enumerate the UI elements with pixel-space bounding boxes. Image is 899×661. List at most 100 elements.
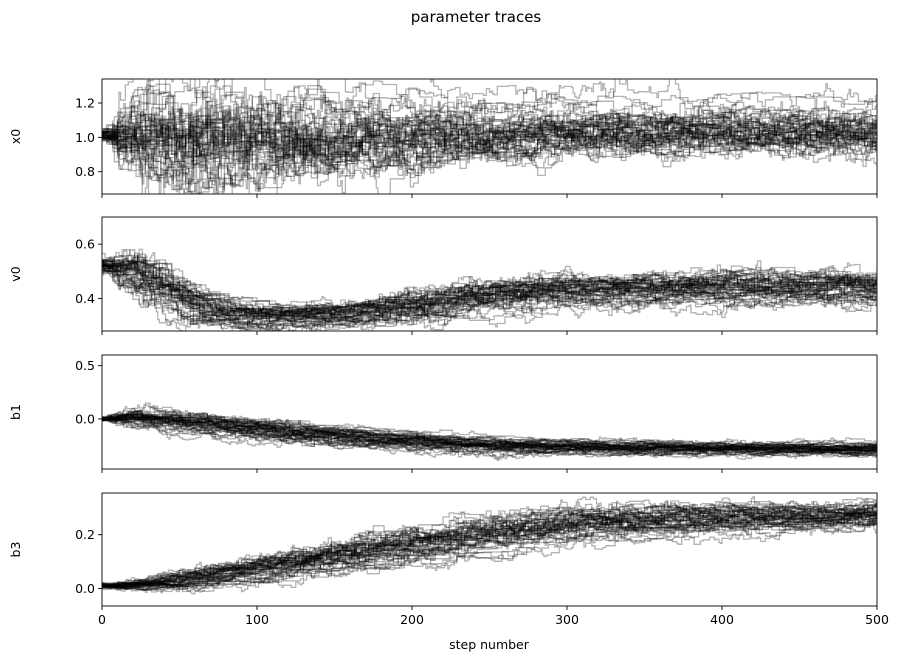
trace-line	[102, 125, 877, 194]
trace-line	[102, 260, 877, 331]
trace-line	[102, 264, 877, 316]
trace-line	[102, 268, 877, 323]
trace-line	[102, 252, 877, 317]
axes-frame	[101, 78, 878, 195]
trace-line	[102, 131, 877, 194]
trace-line	[102, 256, 877, 316]
trace-line	[102, 79, 877, 146]
trace-line	[102, 521, 877, 592]
trace-line	[102, 404, 877, 452]
trace-line	[102, 414, 877, 454]
trace-line	[102, 413, 877, 455]
trace-line	[102, 418, 877, 454]
trace-line	[102, 416, 877, 452]
trace-line	[102, 416, 877, 450]
trace-line	[102, 260, 877, 329]
panels-group: 0.8 1.0 1.2 x0 0.4 0.6 v0 0.0 0.5 b1 0.0 0.2 0 100 200…	[8, 78, 889, 627]
trace-line	[102, 263, 877, 331]
trace-line	[102, 413, 877, 457]
trace-line	[102, 264, 877, 321]
figure-title: parameter traces	[411, 8, 542, 26]
trace-line	[102, 512, 877, 592]
trace-line	[102, 412, 877, 452]
trace-line	[102, 417, 877, 455]
y-tick-label: 0.2	[75, 527, 95, 542]
trace-line	[102, 518, 877, 595]
trace-line	[102, 260, 877, 316]
trace-line	[102, 121, 877, 179]
panel-b1: 0.0 0.5 b1	[8, 354, 878, 473]
trace-line	[102, 416, 877, 457]
trace-line	[102, 511, 877, 588]
trace-line	[102, 509, 877, 589]
trace-line	[102, 417, 877, 462]
trace-line	[102, 94, 877, 158]
trace-line	[102, 508, 877, 587]
trace-line	[102, 407, 877, 448]
panel-v0: 0.4 0.6 v0	[8, 216, 878, 335]
trace-line	[102, 418, 877, 457]
trace-line	[102, 415, 877, 455]
trace-line	[102, 93, 877, 151]
trace-line	[102, 412, 877, 450]
trace-line	[102, 108, 877, 173]
trace-line	[102, 79, 877, 137]
trace-line	[102, 419, 877, 461]
panel-x0: 0.8 1.0 1.2 x0	[8, 78, 878, 198]
trace-line	[102, 515, 877, 590]
trace-line	[102, 267, 877, 326]
traces-b1	[102, 402, 877, 462]
trace-line	[102, 501, 877, 589]
trace-line	[102, 261, 877, 321]
trace-line	[102, 413, 877, 450]
trace-line	[102, 507, 877, 589]
trace-line	[102, 417, 877, 460]
trace-line	[102, 87, 877, 143]
trace-line	[102, 514, 877, 588]
trace-line	[102, 266, 877, 330]
trace-line	[102, 499, 877, 588]
x-tick-label: 300	[555, 612, 579, 627]
trace-line	[102, 258, 877, 322]
trace-line	[102, 129, 877, 194]
y-axis-label-v0: v0	[8, 266, 23, 281]
trace-line	[102, 410, 877, 450]
trace-line	[102, 97, 877, 163]
trace-line	[102, 520, 877, 593]
trace-line	[102, 118, 877, 170]
trace-line	[102, 109, 877, 178]
trace-line	[102, 414, 877, 454]
trace-line	[102, 413, 877, 453]
trace-line	[102, 511, 877, 591]
x-tick-label: 200	[400, 612, 424, 627]
trace-line	[102, 417, 877, 458]
trace-line	[102, 501, 877, 590]
axes-frame	[101, 216, 878, 332]
trace-line	[102, 260, 877, 331]
trace-line	[102, 410, 877, 453]
trace-line	[102, 86, 877, 164]
trace-line	[102, 501, 877, 587]
trace-line	[102, 258, 877, 319]
trace-line	[102, 512, 877, 591]
trace-line	[102, 269, 877, 331]
trace-line	[102, 415, 877, 458]
trace-line	[102, 261, 877, 312]
trace-line	[102, 120, 877, 193]
trace-line	[102, 412, 877, 450]
trace-line	[102, 516, 877, 590]
trace-line	[102, 259, 877, 321]
trace-line	[102, 256, 877, 321]
trace-line	[102, 264, 877, 323]
y-tick-label: 0.8	[75, 164, 95, 179]
trace-line	[102, 115, 877, 178]
trace-line	[102, 253, 877, 317]
trace-line	[102, 504, 877, 588]
axes-frame	[101, 354, 878, 470]
y-axis-label-b1: b1	[8, 404, 23, 420]
trace-line	[102, 512, 877, 590]
trace-line	[102, 79, 877, 146]
trace-line	[102, 80, 877, 140]
trace-line	[102, 255, 877, 317]
trace-line	[102, 497, 877, 588]
